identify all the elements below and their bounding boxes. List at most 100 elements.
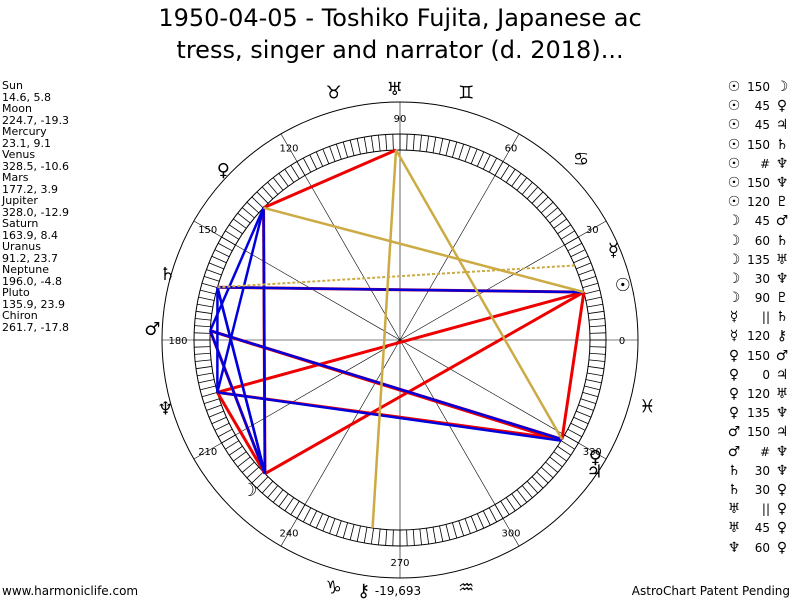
planet-coordinates: 328.0, -12.9	[2, 205, 69, 219]
degree-tick	[560, 440, 575, 450]
degree-tick	[217, 242, 233, 252]
aspect-planet-a-icon: ☉	[727, 98, 741, 115]
degree-tick	[322, 516, 330, 532]
mercury-icon: ☿	[608, 240, 619, 261]
aspect-angle: 30	[754, 271, 770, 286]
aspect-angle: 60	[754, 233, 770, 248]
degree-label: 300	[501, 528, 520, 539]
degree-tick	[406, 529, 408, 546]
aspect-row: ♀ 0 ♃	[724, 366, 792, 385]
degree-tick	[488, 507, 498, 523]
degree-label: 330	[583, 447, 602, 458]
aspect-planet-a-icon: ♂	[727, 424, 741, 441]
degree-tick	[576, 410, 592, 418]
degree-tick	[261, 480, 274, 494]
planet-name: Chiron	[2, 309, 38, 322]
degree-tick	[419, 135, 422, 152]
degree-label: 210	[198, 447, 217, 458]
degree-tick	[432, 137, 437, 153]
planet-coordinates: 177.2, 3.9	[2, 182, 58, 196]
degree-tick	[208, 410, 224, 418]
sign-spoke	[399, 133, 520, 341]
degree-tick	[200, 289, 216, 295]
degree-tick	[363, 137, 368, 153]
degree-tick	[445, 524, 451, 540]
degree-tick	[585, 296, 602, 301]
planet-name: Moon	[2, 102, 32, 115]
aspect-planet-b-icon: ♆	[775, 405, 789, 422]
chart-bottom-value: -19,693	[375, 584, 421, 598]
degree-tick	[584, 385, 600, 391]
zodiac-sign-icon: ♊	[458, 83, 474, 104]
aspect-planet-b-icon: ♄	[775, 309, 789, 326]
aspect-planet-b-icon: ♇	[775, 194, 789, 211]
aspect-planet-b-icon: ♃	[775, 117, 789, 134]
planet-name: Neptune	[2, 263, 50, 276]
aspect-angle: 45	[754, 99, 770, 114]
degree-tick	[363, 527, 368, 543]
degree-tick	[500, 500, 510, 515]
aspect-planet-a-icon: ☉	[727, 136, 741, 153]
degree-tick	[203, 398, 220, 405]
planet-coordinates: 163.9, 8.4	[2, 228, 58, 242]
degree-label: 240	[279, 528, 298, 539]
pluto-icon: ♀	[217, 160, 230, 181]
degree-tick	[482, 510, 491, 526]
degree-tick	[526, 186, 539, 200]
degree-tick	[267, 181, 279, 195]
aspect-row: ☽ 60 ♄	[724, 232, 792, 251]
degree-tick	[553, 218, 567, 229]
aspect-angle: 120	[747, 329, 770, 344]
degree-tick	[540, 466, 554, 479]
sign-spoke	[280, 133, 401, 341]
degree-tick	[392, 134, 394, 151]
moon-icon: ☽	[241, 480, 257, 501]
aspect-planet-b-icon: ♅	[775, 386, 789, 402]
planet-coordinates: 135.9, 23.9	[2, 297, 65, 311]
degree-tick	[267, 485, 279, 499]
degree-tick	[241, 207, 255, 219]
degree-tick	[335, 520, 342, 537]
aspect-planet-b-icon: ♆	[775, 155, 789, 172]
aspect-planet-a-icon: ☽	[727, 251, 741, 268]
degree-tick	[439, 525, 444, 542]
aspect-angle: 45	[754, 521, 770, 536]
degree-tick	[419, 528, 422, 545]
degree-tick	[272, 177, 284, 191]
aspect-planet-a-icon: ♅	[727, 501, 741, 518]
degree-tick	[241, 461, 255, 473]
degree-tick	[531, 476, 544, 489]
aspect-planet-a-icon: ♂	[727, 443, 741, 460]
degree-tick	[233, 218, 247, 229]
degree-tick	[588, 310, 605, 314]
zodiac-sign-icon: ♓	[639, 396, 655, 417]
aspect-row: ☽ 30 ♆	[724, 270, 792, 289]
degree-tick	[206, 269, 222, 276]
degree-tick	[194, 325, 211, 328]
degree-tick	[540, 201, 554, 214]
aspect-line	[217, 286, 584, 294]
degree-tick	[214, 249, 230, 258]
aspect-row: ♄ 30 ♆	[724, 462, 792, 481]
website-link[interactable]: www.harmoniclife.com	[2, 584, 139, 598]
degree-tick	[588, 359, 605, 362]
degree-tick	[302, 157, 312, 173]
degree-tick	[464, 146, 471, 162]
degree-tick	[315, 151, 324, 167]
degree-tick	[228, 224, 243, 235]
aspect-planet-a-icon: ☽	[727, 270, 741, 287]
planet-name: Mercury	[2, 125, 47, 138]
aspect-row: ☉ 120 ♇	[724, 193, 792, 212]
degree-tick	[237, 212, 251, 224]
degree-tick	[198, 296, 215, 301]
degree-tick	[356, 525, 361, 542]
aspect-row: ☽ 135 ♅	[724, 251, 792, 270]
degree-tick	[573, 416, 589, 425]
degree-tick	[432, 527, 437, 543]
degree-tick	[290, 500, 300, 515]
aspect-planet-b-icon: ♀	[776, 539, 788, 556]
degree-tick	[251, 196, 264, 209]
aspect-angle: ||	[761, 502, 770, 517]
aspect-row: ☽ 90 ♇	[724, 289, 792, 308]
degree-tick	[197, 372, 213, 377]
